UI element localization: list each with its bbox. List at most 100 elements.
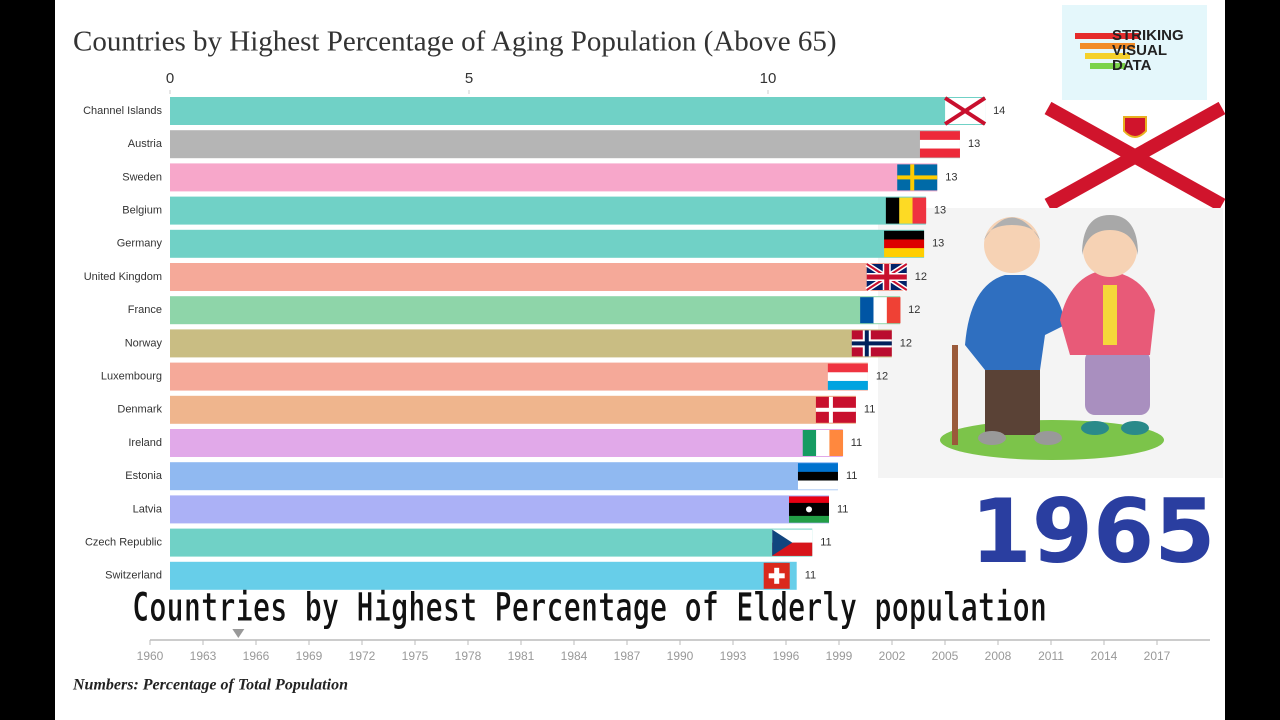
flag-stripe xyxy=(860,297,874,324)
flag-stripe xyxy=(873,297,888,324)
flag-saltire xyxy=(943,96,987,126)
logo-bg xyxy=(1062,5,1207,100)
value-label: 14 xyxy=(993,105,1005,117)
timeline-tick-label: 1984 xyxy=(561,649,588,663)
flag-stripe xyxy=(829,430,844,456)
value-label: 13 xyxy=(932,238,944,250)
value-label: 13 xyxy=(934,205,946,217)
flag-stripe xyxy=(884,230,925,240)
flag-stripe xyxy=(802,430,817,456)
shoe xyxy=(1121,421,1149,435)
flag-stripe xyxy=(827,380,868,390)
timeline-tick-label: 1960 xyxy=(137,649,164,663)
x-tick-label: 10 xyxy=(760,70,777,87)
timeline-tick-label: 1963 xyxy=(190,649,217,663)
flag xyxy=(919,131,960,158)
flag-cross xyxy=(768,573,785,579)
logo: STRIKING VISUAL DATA xyxy=(1062,5,1207,100)
flag-emblem xyxy=(805,506,812,513)
flag-stripe xyxy=(919,131,960,141)
category-label: Luxembourg xyxy=(101,371,162,383)
flag-stripe xyxy=(788,502,829,510)
head xyxy=(984,217,1040,273)
logo-text: VISUAL xyxy=(1112,42,1167,59)
category-label: Belgium xyxy=(122,205,162,217)
value-label: 11 xyxy=(837,503,848,515)
logo-stripe xyxy=(1085,53,1130,59)
x-tick-label: 5 xyxy=(465,70,473,87)
flag-triangle xyxy=(772,529,793,556)
logo-stripe xyxy=(1080,43,1135,49)
bar xyxy=(170,296,901,325)
flag-cross xyxy=(851,341,892,346)
shirt xyxy=(1103,285,1117,345)
bar xyxy=(170,130,960,159)
flag xyxy=(827,363,868,390)
timeline-marker xyxy=(232,629,245,638)
logo-stripe xyxy=(1075,33,1140,39)
flag-stripe xyxy=(885,197,900,224)
flag-stripe xyxy=(797,471,838,481)
category-label: Switzerland xyxy=(105,570,162,582)
bar xyxy=(170,429,843,457)
shoe xyxy=(1034,431,1062,445)
timeline-tick-label: 2008 xyxy=(985,649,1012,663)
timeline-tick-label: 1966 xyxy=(243,649,270,663)
category-label: Austria xyxy=(128,138,163,150)
value-label: 11 xyxy=(864,404,875,416)
value-label: 11 xyxy=(805,570,816,582)
flag xyxy=(865,261,909,293)
flag xyxy=(802,430,844,456)
category-label: Denmark xyxy=(117,404,162,416)
shoe xyxy=(978,431,1006,445)
value-label: 12 xyxy=(908,304,920,316)
flag-saltire xyxy=(1044,101,1226,212)
value-label: 11 xyxy=(820,537,831,549)
bar xyxy=(170,329,892,358)
value-label: 13 xyxy=(945,171,957,183)
flag-cross xyxy=(815,407,856,412)
flag xyxy=(797,463,838,490)
flag-stripe xyxy=(886,297,901,324)
bar xyxy=(170,561,797,590)
bar xyxy=(170,528,813,557)
value-label: 12 xyxy=(915,271,927,283)
flag xyxy=(897,164,938,191)
flag-stripe xyxy=(797,480,838,490)
illustration xyxy=(878,208,1223,478)
flag xyxy=(943,96,987,126)
flag xyxy=(772,529,813,556)
category-label: Norway xyxy=(125,337,163,349)
bar xyxy=(170,495,829,524)
hair xyxy=(1082,215,1138,255)
flag xyxy=(884,230,925,258)
timeline-tick-label: 1993 xyxy=(720,649,747,663)
flag-stripe xyxy=(797,463,838,473)
shoe xyxy=(1081,421,1109,435)
value-label: 12 xyxy=(876,371,888,383)
flag-stripe xyxy=(788,509,829,517)
hair xyxy=(984,217,1040,240)
timeline-tick-label: 1975 xyxy=(402,649,429,663)
value-label: 13 xyxy=(968,138,980,150)
bar xyxy=(170,263,907,291)
flag-shield xyxy=(1123,116,1147,138)
flag xyxy=(788,496,829,523)
flag-cross xyxy=(866,274,907,280)
timeline-tick-label: 2002 xyxy=(879,649,906,663)
flag xyxy=(851,330,892,357)
flag xyxy=(885,197,927,224)
subtitle: Countries by Highest Percentage of Elder… xyxy=(132,585,1047,631)
bar xyxy=(170,97,986,125)
flag-stripe xyxy=(884,239,925,249)
bar xyxy=(170,462,838,491)
bar xyxy=(170,229,925,258)
timeline-tick-label: 1981 xyxy=(508,649,535,663)
flag-stripe xyxy=(827,372,868,382)
value-label: 12 xyxy=(900,337,912,349)
flag-stripe xyxy=(899,197,913,224)
bar xyxy=(170,395,856,424)
flag-stripe xyxy=(816,430,830,456)
